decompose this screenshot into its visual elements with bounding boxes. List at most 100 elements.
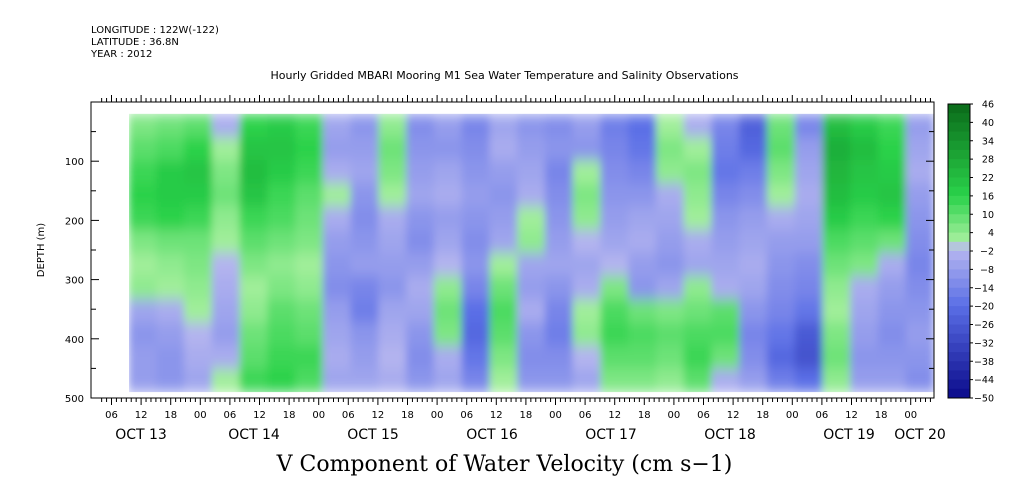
heatmap-cell: [683, 299, 713, 324]
heatmap-cell: [239, 276, 269, 300]
heatmap-cell: [433, 299, 463, 324]
x-hour-tick-label: 18: [283, 410, 296, 421]
x-hour-tick-label: 06: [697, 410, 710, 421]
heatmap-cell: [850, 276, 879, 300]
colorbar-segment: [948, 352, 970, 362]
heatmap-cell: [711, 183, 741, 208]
x-hour-tick-label: 06: [224, 410, 237, 421]
heatmap-cell: [878, 345, 907, 370]
heatmap-cell: [489, 113, 519, 138]
heatmap-cell: [211, 322, 241, 347]
heatmap-cell: [600, 183, 630, 208]
heatmap-cell: [878, 113, 907, 138]
colorbar: 46 40 34 28 22 16 10 4 −2 −8 −14 −20 −26 −32 −38 −44 −50: [947, 100, 994, 405]
colorbar-label: −8: [980, 265, 994, 276]
heatmap-cell: [295, 137, 324, 161]
heatmap-cell: [794, 160, 824, 184]
heatmap-cell: [572, 253, 602, 277]
heatmap-cell: [544, 113, 574, 138]
heatmap-cell: [322, 137, 352, 161]
heatmap-cell: [128, 113, 158, 138]
heatmap-cell: [295, 322, 324, 347]
heatmap-cell: [267, 276, 297, 300]
heatmap-cell: [461, 253, 491, 277]
heatmap-cell: [628, 160, 657, 184]
heatmap-cell: [239, 137, 269, 161]
heatmap-cell: [517, 322, 546, 347]
heatmap-cell: [128, 276, 158, 300]
heatmap-cell: [766, 113, 796, 138]
heatmap-cell: [822, 299, 852, 324]
heatmap-cell: [156, 113, 186, 138]
colorbar-label: 46: [982, 100, 994, 111]
heatmap-cell: [766, 322, 796, 347]
colorbar-segment: [948, 140, 970, 151]
heatmap-cell: [628, 253, 657, 277]
x-day-label: OCT 14: [228, 427, 280, 443]
colorbar-segment: [948, 205, 970, 215]
colorbar-segment: [948, 306, 970, 316]
colorbar-label: −38: [974, 357, 994, 368]
colorbar-label: 16: [982, 191, 994, 202]
heatmap-cell: [378, 368, 408, 393]
heatmap-cell: [156, 137, 186, 161]
heatmap-cell: [766, 276, 796, 300]
heatmap-cell: [739, 113, 768, 138]
x-hour-tick-label: 12: [253, 410, 266, 421]
heatmap-cell: [878, 322, 907, 347]
y-tick-label: 300: [65, 276, 84, 287]
heatmap-cell: [739, 253, 768, 277]
heatmap-cell: [572, 160, 602, 184]
heatmap-cell: [156, 299, 186, 324]
heatmap-cell: [378, 160, 408, 184]
heatmap-cell: [461, 322, 491, 347]
heatmap-cell: [461, 160, 491, 184]
colorbar-segment: [948, 186, 970, 197]
heatmap-cell: [433, 137, 463, 161]
heatmap-cell: [822, 206, 852, 231]
heatmap-cell: [461, 368, 491, 393]
heatmap-cell: [600, 113, 630, 138]
heatmap-cell: [211, 345, 241, 370]
heatmap-cell: [600, 368, 630, 393]
heatmap-cell: [655, 206, 685, 231]
colorbar-segment: [948, 251, 970, 261]
heatmap-cell: [905, 253, 934, 277]
heatmap-cell: [905, 345, 934, 370]
x-hour-tick-label: 18: [638, 410, 651, 421]
heatmap-cell: [628, 229, 657, 254]
heatmap-cell: [794, 206, 824, 231]
x-hour-tick-label: 12: [490, 410, 503, 421]
heatmap-cell: [655, 276, 685, 300]
x-hour-tick-label: 18: [875, 410, 888, 421]
heatmap-cell: [905, 137, 934, 161]
heatmap-cell: [544, 183, 574, 208]
heatmap-cell: [156, 276, 186, 300]
heatmap-cell: [267, 322, 297, 347]
colorbar-label: 10: [982, 210, 994, 221]
heatmap-cell: [850, 137, 879, 161]
heatmap-cell: [766, 368, 796, 393]
x-day-label: OCT 16: [466, 427, 518, 443]
heatmap-cell: [461, 299, 491, 324]
heatmap-cell: [239, 253, 269, 277]
heatmap-cell: [295, 276, 324, 300]
heatmap-cell: [406, 253, 435, 277]
colorbar-segment: [948, 315, 970, 325]
heatmap-cell: [905, 206, 934, 231]
heatmap-cell: [739, 276, 768, 300]
heatmap-cell: [156, 183, 186, 208]
heatmap-cell: [850, 160, 879, 184]
heatmap-cell: [295, 299, 324, 324]
heatmap-cell: [739, 229, 768, 254]
heatmap-cell: [461, 137, 491, 161]
chart-svg: 06 12 18 00 06 12 18 00 06 12 18 00 06 12 18 00 06 12 18 00…: [36, 95, 994, 443]
x-day-label: OCT 20: [894, 427, 946, 443]
x-hour-tick-label: 12: [372, 410, 385, 421]
heatmap-cell: [378, 345, 408, 370]
colorbar-segment: [948, 333, 970, 344]
heatmap-cell: [128, 253, 158, 277]
heatmap-cell: [905, 229, 934, 254]
heatmap-cell: [433, 229, 463, 254]
heatmap-cell: [600, 160, 630, 184]
